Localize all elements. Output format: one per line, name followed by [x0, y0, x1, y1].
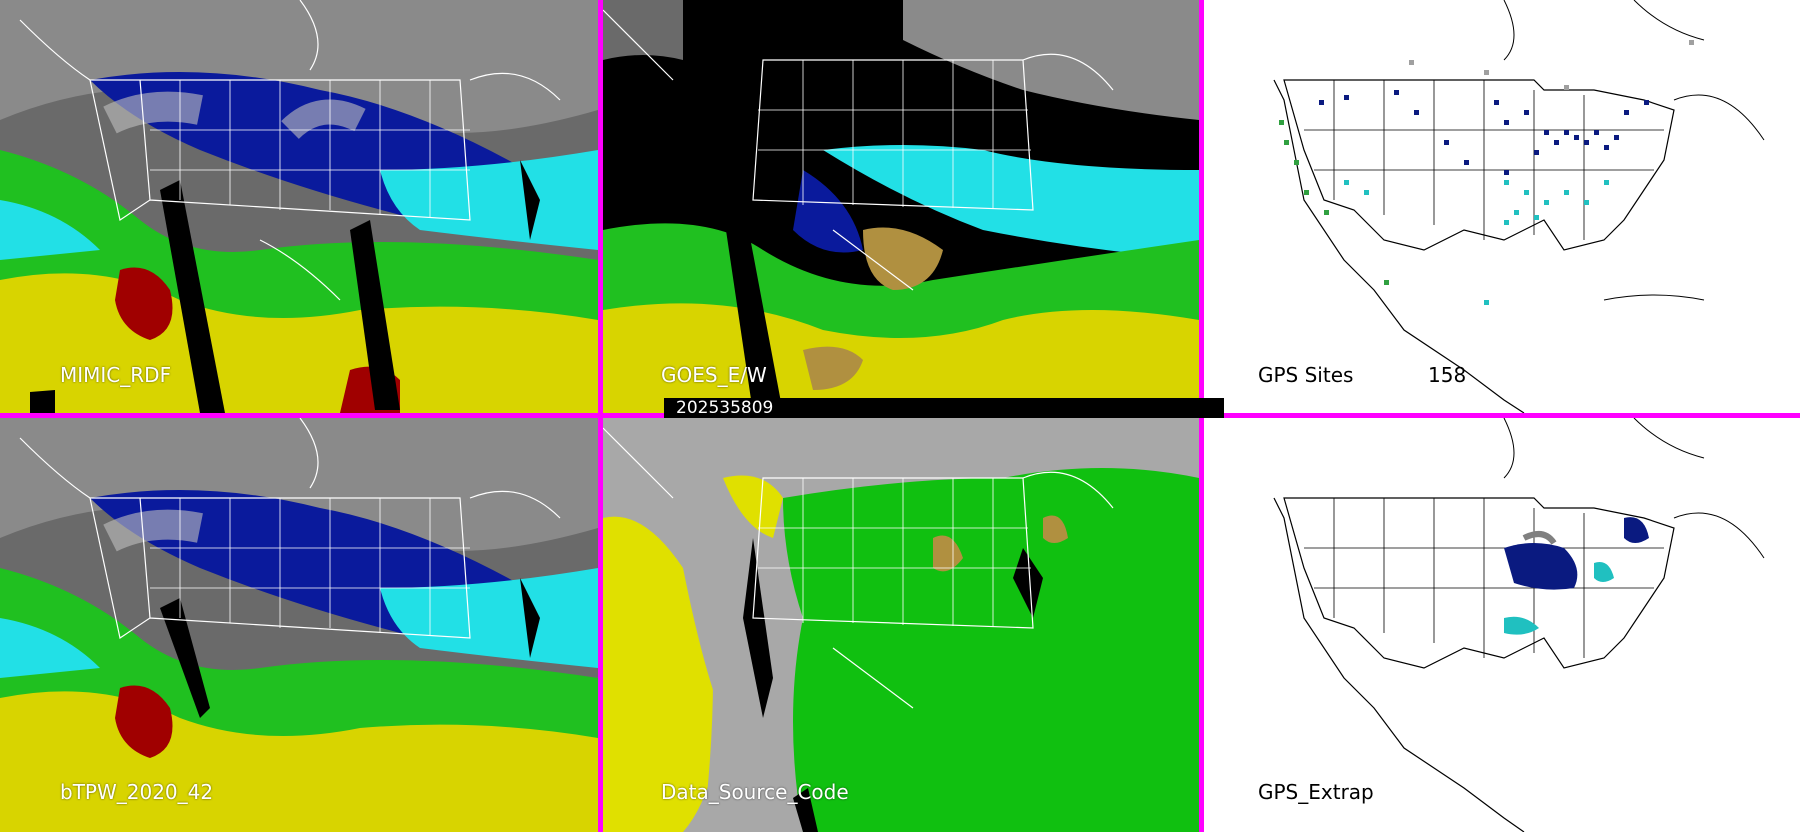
gps-extrap-map: [1204, 418, 1800, 832]
gps-sites-label: GPS Sites: [1258, 363, 1354, 387]
gps-sites-count: 158: [1428, 363, 1467, 387]
gps-sites-map: [1204, 0, 1800, 413]
gps-extrap-label: GPS_Extrap: [1258, 780, 1374, 804]
gps-extrap-panel: GPS_Extrap: [1204, 418, 1800, 832]
goes-ew-map: [603, 0, 1199, 413]
data-source-panel: Data_Source_Code: [603, 418, 1199, 832]
mimic-rdf-map: [0, 0, 598, 413]
btpw-label: bTPW_2020_42: [60, 780, 214, 804]
mimic-rdf-panel: MIMIC_RDF: [0, 0, 598, 413]
goes-ew-panel: GOES_E/W: [603, 0, 1199, 413]
btpw-map: [0, 418, 598, 832]
data-source-map: [603, 418, 1199, 832]
gps-sites-panel: GPS Sites 158: [1204, 0, 1800, 413]
goes-ew-label: GOES_E/W: [661, 363, 767, 387]
timestamp-bar: 202535809: [664, 398, 1224, 418]
data-source-label: Data_Source_Code: [661, 780, 849, 804]
btpw-panel: bTPW_2020_42: [0, 418, 598, 832]
mimic-rdf-label: MIMIC_RDF: [60, 363, 172, 387]
